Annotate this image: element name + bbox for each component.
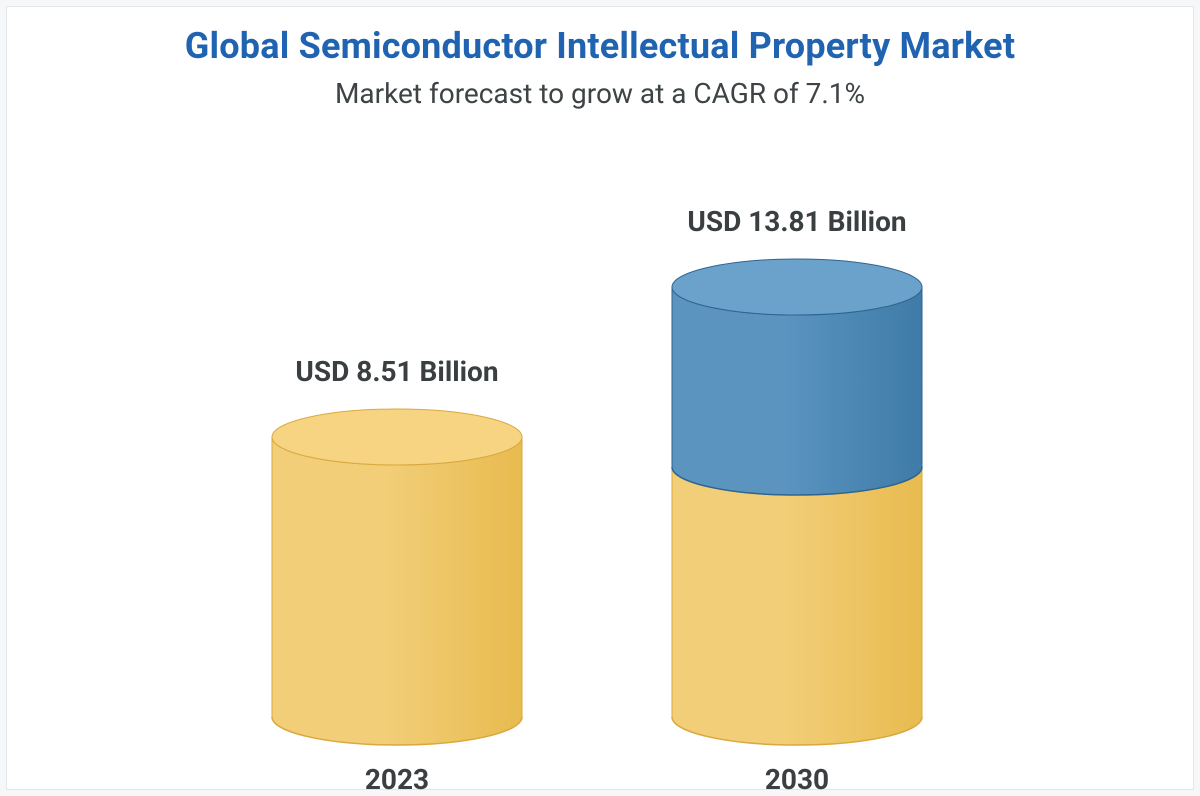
cylinder-segment <box>672 287 922 495</box>
chart-subtitle: Market forecast to grow at a CAGR of 7.1… <box>7 77 1193 110</box>
bar-category-label: 2030 <box>672 763 922 796</box>
chart-title: Global Semiconductor Intellectual Proper… <box>7 25 1193 67</box>
bar-category-label: 2023 <box>272 763 522 796</box>
cylinder-svg <box>270 407 524 747</box>
bar-value-label: USD 8.51 Billion <box>217 355 577 388</box>
bar-value-label: USD 13.81 Billion <box>617 205 977 238</box>
bar-2023 <box>270 407 524 747</box>
cylinder-top <box>272 409 522 465</box>
cylinder-segment <box>672 467 922 745</box>
cylinder-svg <box>670 257 924 747</box>
cylinder-top <box>672 259 922 315</box>
cylinder-segment <box>272 437 522 745</box>
chart-area: USD 8.51 Billion2023USD 13.81 Billion203… <box>7 137 1193 789</box>
chart-card: Global Semiconductor Intellectual Proper… <box>6 6 1194 790</box>
bar-2030 <box>670 257 924 747</box>
